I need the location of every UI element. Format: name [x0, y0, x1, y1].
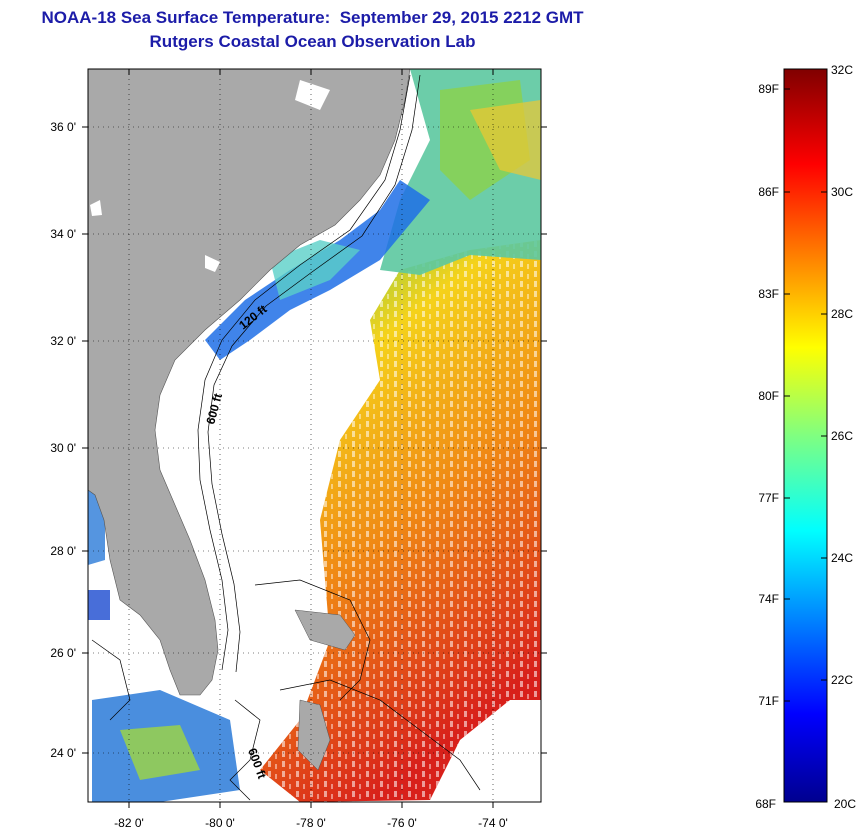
- land-bahamas-andros: [297, 699, 331, 771]
- colorbar-celsius-label: 22C: [831, 673, 853, 687]
- colorbar-celsius-label: 24C: [831, 551, 853, 565]
- colorbar-fahrenheit-label: 80F: [758, 389, 779, 403]
- lon-tick-label: -74 0': [478, 816, 508, 830]
- map-subtitle: Rutgers Coastal Ocean Observation Lab: [149, 32, 476, 51]
- lon-tick-label: -76 0': [387, 816, 417, 830]
- colorbar-celsius-label: 20C: [834, 797, 856, 811]
- lat-tick-label: 26 0': [50, 646, 76, 660]
- map-border: [87, 68, 542, 803]
- sst-patch-yellow: [470, 100, 541, 180]
- inland-lake: [90, 200, 102, 216]
- lat-tick-label: 24 0': [50, 746, 76, 760]
- inland-lake-2: [205, 255, 220, 272]
- sst-map: 120 ft 600 ft 600 ft: [88, 69, 541, 802]
- colorbar-celsius-label: 30C: [831, 185, 853, 199]
- lat-tick-label: 32 0': [50, 334, 76, 348]
- sst-south-green: [120, 725, 200, 780]
- map-ticks: [82, 69, 547, 808]
- lon-tick-label: -80 0': [205, 816, 235, 830]
- colorbar-fahrenheit-label: 71F: [758, 694, 779, 708]
- title-block: NOAA-18 Sea Surface Temperature: Septemb…: [0, 6, 625, 54]
- colorbar-fahrenheit-label: 74F: [758, 592, 779, 606]
- lat-tick-label: 36 0': [50, 120, 76, 134]
- lat-tick-label: 30 0': [50, 441, 76, 455]
- lat-tick-label: 34 0': [50, 227, 76, 241]
- colorbar-gradient: [783, 68, 828, 803]
- colorbar-fahrenheit-label: 86F: [758, 185, 779, 199]
- colorbar-fahrenheit-label: 89F: [758, 82, 779, 96]
- lon-tick-label: -82 0': [114, 816, 144, 830]
- land-mainland-florida: [88, 69, 411, 696]
- colorbar-fahrenheit-label: 83F: [758, 287, 779, 301]
- colorbar-fahrenheit-label: 77F: [758, 491, 779, 505]
- colorbar-celsius-label: 32C: [831, 63, 853, 77]
- colorbar-celsius-label: 26C: [831, 429, 853, 443]
- graticule: [88, 69, 541, 802]
- lon-tick-label: -78 0': [296, 816, 326, 830]
- colorbar-celsius-label: 28C: [831, 307, 853, 321]
- sst-west-patch-2: [88, 590, 110, 620]
- colorbar: 32C 30C 28C 26C 24C 22C 20C 89F 86F 83F …: [755, 63, 856, 811]
- map-title: NOAA-18 Sea Surface Temperature: Septemb…: [41, 8, 584, 27]
- cloud-speckle: [260, 240, 541, 802]
- colorbar-fahrenheit-label: 68F: [755, 797, 776, 811]
- sound-inlet: [295, 80, 330, 110]
- lat-tick-label: 28 0': [50, 544, 76, 558]
- bathymetry-contours: [91, 74, 481, 801]
- land-bahamas-north: [294, 609, 356, 651]
